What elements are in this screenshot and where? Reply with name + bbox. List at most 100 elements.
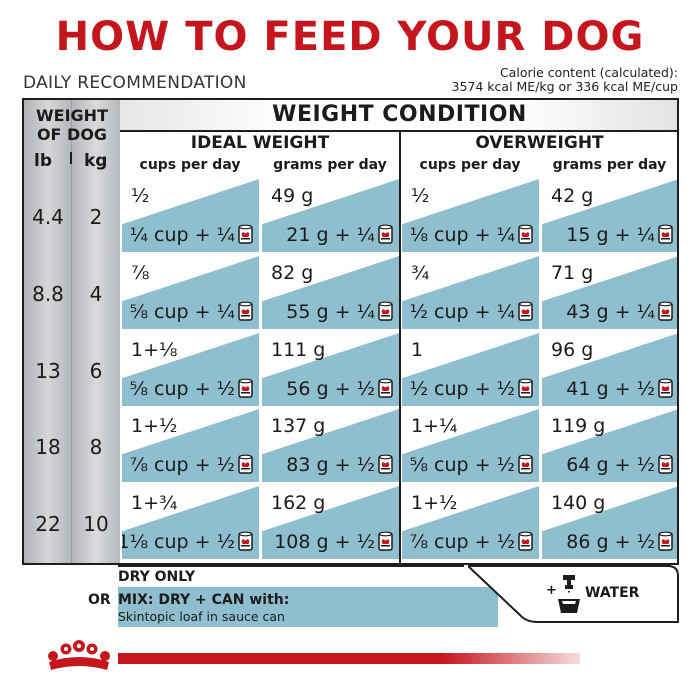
- table-cell: 96 g 41 g + ½: [542, 332, 677, 406]
- mix-label: MIX: DRY + CAN with:: [118, 592, 290, 608]
- weight-lb: 18: [35, 435, 61, 460]
- mix-amount-text: 1⅛ cup + ½: [122, 531, 235, 554]
- dry-only-amount: ¾: [411, 261, 430, 284]
- kg-header: kg: [84, 151, 108, 171]
- calorie-content: Calorie content (calculated): 3574 kcal …: [452, 66, 678, 94]
- mix-amount-text: 83 g + ½: [286, 454, 375, 477]
- mix-amount-text: ⅞ cup + ½: [409, 531, 515, 554]
- over-grams-header: grams per day: [552, 157, 667, 173]
- table-cell: 1+¼ ⅝ cup + ½: [402, 409, 539, 483]
- table-cell: 1 ½ cup + ½: [402, 332, 539, 406]
- dry-only-amount: 1+⅛: [131, 338, 178, 361]
- mix-triangle: [262, 179, 399, 252]
- mix-triangle: [122, 179, 259, 252]
- can-icon: [378, 224, 393, 244]
- over-cups-header: cups per day: [419, 157, 521, 173]
- mix-amount-text: ⅛ cup + ¼: [409, 224, 515, 246]
- mix-triangle: [542, 410, 677, 483]
- weight-kg: 6: [89, 358, 103, 383]
- mix-amount-text: ⅞ cup + ½: [129, 454, 235, 477]
- mix-amount-text: 56 g + ½: [286, 377, 375, 400]
- mix-triangle: [542, 179, 677, 252]
- mix-triangle: [122, 486, 259, 560]
- mix-triangle: [402, 409, 539, 483]
- can-icon: [518, 301, 533, 321]
- lb-column: [24, 100, 72, 563]
- table-cell: 1+⅛ ⅝ cup + ½: [122, 332, 259, 406]
- mix-amount-text: ⅝ cup + ½: [129, 377, 235, 400]
- dry-only-amount: 1+½: [131, 415, 178, 438]
- mix-amount-text: 43 g + ¼: [566, 300, 655, 323]
- mix-highlight: [118, 587, 498, 627]
- legend: DRY ONLY OR MIX: DRY + CAN with: Skintop…: [22, 565, 679, 627]
- mix-triangle: [542, 486, 677, 560]
- table-cell: 82 g 55 g + ¼: [262, 255, 399, 329]
- dry-only-amount: 96 g: [551, 338, 594, 361]
- can-icon: [378, 301, 393, 321]
- can-icon: [238, 378, 253, 398]
- mix-amount: 55 g + ¼: [286, 301, 393, 323]
- can-icon: [518, 224, 533, 244]
- table-cell: 42 g 15 g + ¼: [542, 179, 677, 252]
- ideal-cups-header: cups per day: [139, 157, 241, 173]
- mix-amount: ⅞ cup + ½: [130, 454, 253, 476]
- mix-amount-text: 21 g + ¼: [286, 224, 375, 246]
- ideal-weight-header: IDEAL WEIGHT: [190, 133, 330, 153]
- dry-only-amount: 1+¼: [411, 415, 458, 438]
- weight-of-dog-header: WEIGHT OF DOG: [24, 106, 120, 144]
- weight-kg: 2: [89, 205, 103, 229]
- legend-divider: [118, 565, 464, 567]
- can-icon: [378, 378, 393, 398]
- mix-amount-text: 108 g + ½: [274, 531, 375, 554]
- mix-amount-text: ½ cup + ½: [409, 377, 515, 400]
- mix-amount: ⅛ cup + ¼: [410, 224, 533, 246]
- can-icon: [518, 378, 533, 398]
- or-label: OR: [88, 592, 111, 608]
- dry-only-amount: 111 g: [271, 338, 326, 361]
- water-box-outline: [468, 565, 679, 623]
- mix-triangle: [542, 256, 677, 329]
- mix-amount-text: ⅝ cup + ¼: [129, 300, 235, 323]
- kg-column: [72, 100, 120, 563]
- ideal-grams-header: grams per day: [273, 157, 387, 173]
- mix-triangle: [122, 409, 259, 483]
- daily-recommendation-label: DAILY RECOMMENDATION: [23, 73, 247, 93]
- royal-canin-crown-logo: [48, 640, 110, 670]
- lb-header: lb: [34, 151, 52, 171]
- mix-amount: ¼ cup + ¼: [130, 224, 253, 246]
- table-cell: 111 g 56 g + ½: [262, 332, 399, 406]
- calorie-line-1: Calorie content (calculated):: [499, 65, 678, 80]
- dry-only-amount: 71 g: [551, 261, 594, 284]
- lb-kg-divider: [71, 100, 72, 563]
- plus-label: +: [546, 583, 557, 598]
- weight-condition-band: [120, 100, 677, 130]
- table-cell: 1+¾ 1⅛ cup + ½: [122, 486, 259, 560]
- dry-only-amount: 137 g: [271, 415, 326, 438]
- mix-amount: 86 g + ½: [566, 531, 673, 553]
- mix-amount-text: 55 g + ¼: [286, 300, 375, 323]
- mix-triangle: [542, 333, 677, 406]
- mix-amount: 108 g + ½: [274, 531, 393, 553]
- water-label: WATER: [585, 585, 640, 601]
- table-cell: ½ ⅛ cup + ¼: [402, 179, 539, 252]
- dry-only-amount: ½: [131, 185, 150, 207]
- weight-kg: 10: [83, 512, 109, 537]
- mix-triangle: [402, 179, 539, 252]
- mix-triangle: [262, 409, 399, 483]
- weight-of-dog-line2: OF DOG: [36, 125, 108, 144]
- weight-condition-header: WEIGHT CONDITION: [272, 102, 527, 127]
- dry-only-amount: 162 g: [271, 492, 326, 515]
- can-icon: [378, 454, 393, 475]
- weight-lb: 22: [35, 512, 61, 537]
- table-cell: 140 g 86 g + ½: [542, 486, 677, 560]
- weight-lb: 8.8: [32, 281, 64, 306]
- footer-red-line: [118, 653, 580, 664]
- can-product-label: Skintopic loaf in sauce can: [118, 609, 285, 624]
- can-icon: [238, 224, 253, 244]
- mix-amount-text: ¼ cup + ¼: [129, 224, 235, 246]
- header-divider: [120, 130, 677, 132]
- table-cell: 49 g 21 g + ¼: [262, 179, 399, 252]
- mix-amount: 56 g + ½: [286, 378, 393, 400]
- table-cell: 71 g 43 g + ¼: [542, 255, 677, 329]
- can-icon: [238, 301, 253, 321]
